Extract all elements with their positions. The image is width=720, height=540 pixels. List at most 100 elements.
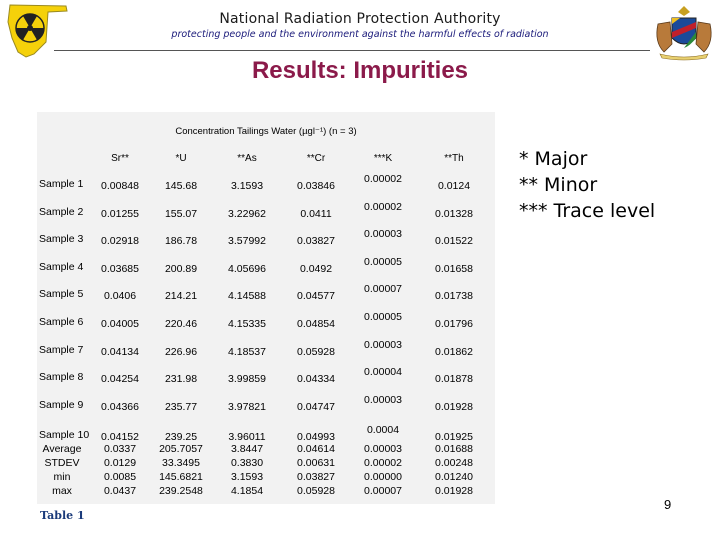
row-label: Sample 5	[39, 288, 84, 300]
table-cell: 0.03827	[297, 235, 335, 247]
stat-cell: 0.00000	[364, 471, 402, 483]
table-cell: 0.00003	[364, 339, 402, 351]
stat-cell: 3.1593	[230, 471, 264, 483]
table-cell: 4.15335	[228, 318, 266, 330]
table-cell: 3.1593	[230, 180, 264, 192]
table-cell: 0.01255	[101, 208, 139, 220]
coat-of-arms-icon	[656, 6, 712, 61]
header-divider	[54, 50, 650, 51]
row-label: Sample 7	[39, 344, 84, 356]
stat-cell: 0.0337	[103, 443, 137, 455]
table-cell: 3.99859	[228, 373, 266, 385]
row-label: Sample 9	[39, 399, 84, 411]
table-cell: 0.00003	[364, 228, 402, 240]
stat-cell: 0.0085	[103, 471, 137, 483]
stat-label: STDEV	[44, 457, 80, 469]
table-cell: 0.01328	[435, 208, 473, 220]
stat-cell: 4.1854	[230, 485, 264, 497]
stat-cell: 239.2548	[159, 485, 203, 497]
table-cell: 0.00004	[364, 366, 402, 378]
table-cell: 0.01928	[435, 401, 473, 413]
table-cell: 0.04366	[101, 401, 139, 413]
table-caption: Concentration Tailings Water (µgl⁻¹) (n …	[175, 126, 357, 137]
stat-cell: 0.00002	[364, 457, 402, 469]
table-cell: 0.04747	[297, 401, 335, 413]
column-header: **Th	[444, 153, 464, 164]
column-header: **As	[237, 153, 257, 164]
row-label: Sample 8	[39, 371, 84, 383]
stat-cell: 0.00248	[435, 457, 473, 469]
table-cell: 0.02918	[101, 235, 139, 247]
stat-label: max	[52, 485, 72, 497]
table-cell: 231.98	[164, 373, 198, 385]
table-cell: 3.96011	[228, 431, 266, 443]
stat-cell: 0.01240	[435, 471, 473, 483]
table-cell: 0.0492	[299, 263, 333, 275]
table-cell: 3.22962	[228, 208, 266, 220]
table-cell: 0.04577	[297, 290, 335, 302]
table-cell: 0.04854	[297, 318, 335, 330]
table-cell: 0.00002	[364, 173, 402, 185]
table-cell: 0.05928	[297, 346, 335, 358]
note-trace: *** Trace level	[519, 200, 656, 222]
impurities-table	[37, 112, 495, 504]
column-header: ***K	[373, 153, 393, 164]
slide-title: Results: Impurities	[251, 57, 469, 84]
table-cell: 0.04334	[297, 373, 335, 385]
stat-cell: 33.3495	[162, 457, 200, 469]
stat-cell: 3.8447	[230, 443, 264, 455]
table-cell: 0.01862	[435, 346, 473, 358]
table-cell: 4.05696	[228, 263, 266, 275]
row-label: Sample 2	[39, 206, 84, 218]
stat-cell: 0.03827	[297, 471, 335, 483]
table-cell: 214.21	[164, 290, 198, 302]
table-cell: 0.0124	[437, 180, 471, 192]
stat-cell: 0.04614	[297, 443, 335, 455]
column-header: Sr**	[111, 153, 129, 164]
table-cell: 0.01522	[435, 235, 473, 247]
table-cell: 0.0411	[300, 208, 332, 220]
stat-cell: 0.00631	[297, 457, 335, 469]
table-cell: 200.89	[164, 263, 198, 275]
row-label: Sample 1	[39, 178, 84, 190]
stat-cell: 145.6821	[159, 471, 203, 483]
table-cell: 0.01878	[435, 373, 473, 385]
table-cell: 0.03846	[297, 180, 335, 192]
table-cell: 0.0406	[103, 290, 137, 302]
stat-cell: 0.05928	[297, 485, 335, 497]
table-cell: 220.46	[164, 318, 198, 330]
radiation-logo-icon	[7, 4, 68, 58]
note-major: * Major	[519, 148, 588, 170]
table-cell: 0.00007	[364, 283, 402, 295]
table-cell: 0.04993	[297, 431, 335, 443]
stat-cell: 0.0129	[103, 457, 137, 469]
stat-cell: 0.00003	[364, 443, 402, 455]
note-minor: ** Minor	[519, 174, 598, 196]
table-cell: 0.00005	[364, 311, 402, 323]
stat-cell: 205.7057	[159, 443, 203, 455]
row-label: Sample 6	[39, 316, 84, 328]
row-label: Sample 3	[39, 233, 84, 245]
table-cell: 239.25	[164, 431, 198, 443]
notes-legend: * Major ** Minor *** Trace level	[519, 146, 655, 224]
table-cell: 0.00003	[364, 394, 402, 406]
stat-cell: 0.3830	[230, 457, 264, 469]
stat-cell: 0.01928	[435, 485, 473, 497]
table-cell: 3.97821	[228, 401, 266, 413]
table-cell: 0.01925	[435, 431, 473, 443]
table-cell: 155.07	[164, 208, 198, 220]
table-cell: 0.0004	[366, 424, 400, 436]
stat-label: min	[53, 471, 71, 483]
table-cell: 235.77	[164, 401, 198, 413]
table-cell: 226.96	[164, 346, 198, 358]
table-cell: 0.01738	[435, 290, 473, 302]
page-number: 9	[664, 497, 672, 512]
table-cell: 3.57992	[228, 235, 266, 247]
table-cell: 0.01796	[435, 318, 473, 330]
table-cell: 145.68	[164, 180, 198, 192]
table-cell: 0.00848	[101, 180, 139, 192]
table-cell: 186.78	[164, 235, 198, 247]
table-cell: 0.04152	[101, 431, 139, 443]
org-name: National Radiation Protection Authority	[219, 11, 501, 27]
org-tagline: protecting people and the environment ag…	[171, 29, 549, 40]
